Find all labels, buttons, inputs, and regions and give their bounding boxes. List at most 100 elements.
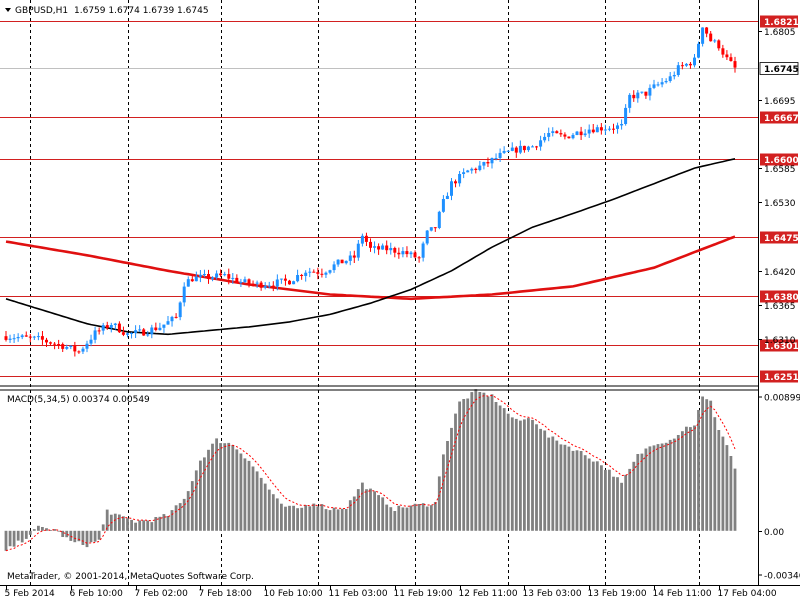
candle-body[interactable] [109, 325, 113, 328]
candle-body[interactable] [328, 270, 332, 273]
candle-body[interactable] [429, 227, 433, 231]
candle-body[interactable] [563, 134, 567, 137]
candle-body[interactable] [603, 129, 607, 131]
candle-body[interactable] [344, 260, 348, 264]
candle-body[interactable] [121, 332, 125, 335]
candle-body[interactable] [166, 321, 170, 325]
candle-body[interactable] [591, 129, 595, 133]
candle-body[interactable] [441, 199, 445, 212]
candle-body[interactable] [134, 330, 138, 333]
candle-body[interactable] [292, 281, 296, 285]
symbol-dropdown-icon[interactable] [5, 8, 11, 12]
candle-body[interactable] [648, 87, 652, 96]
candle-body[interactable] [693, 57, 696, 66]
candle-body[interactable] [32, 336, 36, 338]
candle-body[interactable] [393, 248, 397, 253]
candle-body[interactable] [113, 323, 117, 325]
price-candles[interactable] [4, 27, 737, 357]
candle-body[interactable] [215, 273, 219, 278]
candle-body[interactable] [223, 274, 227, 276]
candle-body[interactable] [81, 348, 85, 352]
candle-body[interactable] [93, 330, 97, 340]
candle-body[interactable] [360, 235, 364, 244]
candle-body[interactable] [207, 274, 210, 279]
candle-body[interactable] [668, 76, 672, 81]
candle-body[interactable] [697, 43, 700, 58]
candle-body[interactable] [409, 252, 413, 255]
candle-body[interactable] [296, 275, 300, 282]
candle-body[interactable] [656, 84, 660, 86]
candle-body[interactable] [413, 252, 417, 258]
candle-body[interactable] [194, 276, 198, 282]
candle-body[interactable] [202, 274, 206, 275]
candle-body[interactable] [445, 195, 449, 199]
candle-body[interactable] [717, 40, 721, 49]
candle-body[interactable] [389, 248, 393, 251]
candle-body[interactable] [231, 277, 235, 279]
candle-body[interactable] [567, 136, 571, 139]
candle-body[interactable] [498, 152, 502, 158]
candle-body[interactable] [332, 264, 336, 271]
candle-body[interactable] [526, 146, 530, 151]
candle-body[interactable] [348, 255, 352, 261]
candle-body[interactable] [73, 345, 77, 352]
candle-body[interactable] [632, 94, 636, 99]
candle-body[interactable] [369, 241, 372, 248]
candle-body[interactable] [352, 255, 356, 258]
candle-body[interactable] [198, 274, 202, 277]
candle-body[interactable] [4, 336, 8, 340]
candle-body[interactable] [162, 324, 166, 328]
candle-body[interactable] [283, 278, 287, 281]
candle-body[interactable] [89, 339, 93, 344]
candle-body[interactable] [40, 336, 44, 340]
candle-body[interactable] [28, 336, 32, 338]
candle-body[interactable] [579, 131, 583, 136]
candle-body[interactable] [45, 339, 48, 343]
candle-body[interactable] [158, 327, 162, 331]
candle-body[interactable] [356, 243, 360, 258]
candle-body[interactable] [486, 162, 490, 164]
candle-body[interactable] [69, 345, 73, 347]
candle-body[interactable] [664, 81, 668, 83]
candle-body[interactable] [705, 27, 709, 34]
candle-body[interactable] [138, 329, 142, 331]
candle-body[interactable] [458, 174, 462, 184]
candle-body[interactable] [628, 94, 632, 108]
candle-body[interactable] [514, 147, 518, 153]
candle-body[interactable] [312, 271, 316, 273]
candle-body[interactable] [680, 65, 684, 67]
candle-body[interactable] [186, 279, 190, 287]
candle-body[interactable] [607, 128, 611, 130]
candle-body[interactable] [381, 245, 385, 250]
candle-body[interactable] [170, 316, 174, 322]
candle-body[interactable] [142, 329, 146, 336]
candle-body[interactable] [640, 91, 644, 93]
candle-body[interactable] [478, 165, 482, 170]
candle-body[interactable] [324, 272, 328, 275]
candle-body[interactable] [49, 342, 52, 344]
candle-body[interactable] [733, 61, 737, 68]
candle-body[interactable] [178, 302, 182, 318]
candle-body[interactable] [65, 347, 69, 349]
candle-body[interactable] [454, 181, 457, 184]
candle-body[interactable] [688, 63, 692, 66]
candle-body[interactable] [644, 91, 648, 96]
candle-body[interactable] [182, 286, 186, 303]
candle-body[interactable] [709, 33, 713, 42]
candle-body[interactable] [235, 277, 239, 283]
candle-body[interactable] [587, 129, 591, 134]
candle-body[interactable] [8, 338, 12, 340]
candle-body[interactable] [251, 283, 255, 285]
candle-body[interactable] [660, 82, 664, 85]
candle-body[interactable] [259, 282, 263, 288]
candle-body[interactable] [239, 282, 243, 283]
candle-body[interactable] [482, 162, 486, 166]
candle-body[interactable] [300, 275, 304, 276]
candle-body[interactable] [599, 127, 603, 131]
candle-body[interactable] [433, 227, 437, 229]
candle-body[interactable] [652, 84, 656, 88]
candle-body[interactable] [583, 133, 587, 136]
candle-body[interactable] [53, 343, 57, 345]
candle-body[interactable] [502, 151, 506, 153]
candle-body[interactable] [713, 40, 717, 42]
